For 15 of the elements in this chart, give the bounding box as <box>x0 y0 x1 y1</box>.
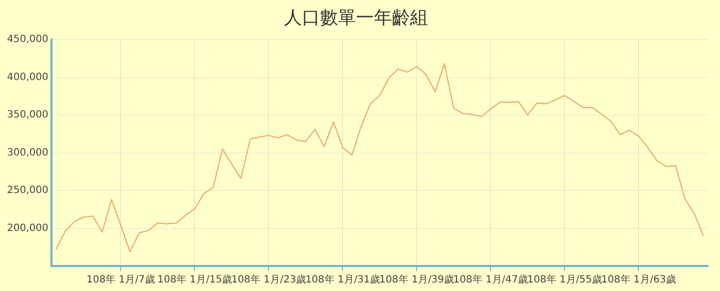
x-tick-label: 108年 1月/15歲 <box>157 274 232 286</box>
x-tick-label: 108年 1月/47歲 <box>453 274 528 286</box>
y-tick-label: 200,000 <box>6 222 48 234</box>
x-tick-label: 108年 1月/39歲 <box>379 274 454 286</box>
y-tick-label: 300,000 <box>6 147 48 158</box>
x-tick-label: 108年 1月/31歲 <box>305 274 380 286</box>
x-tick-label: 108年 1月/63歲 <box>601 274 676 286</box>
y-tick-label: 400,000 <box>6 72 48 83</box>
x-tick-label: 108年 1月/23歲 <box>231 274 306 286</box>
chart-title: 人口數單一年齡組 <box>284 7 428 28</box>
y-tick-label: 450,000 <box>6 34 48 46</box>
y-tick-label: 350,000 <box>6 110 48 121</box>
y-tick-label: 250,000 <box>6 185 48 196</box>
x-tick-label: 108年 1月/7歲 <box>86 274 155 286</box>
x-tick-label: 108年 1月/55歲 <box>527 274 602 286</box>
